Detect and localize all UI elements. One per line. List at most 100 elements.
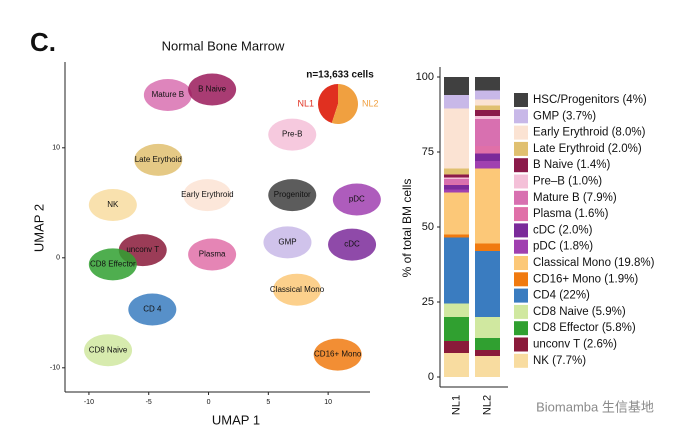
cluster-label: Pre-B [282, 130, 302, 139]
x-tick-label: -10 [84, 399, 94, 406]
legend-label: pDC (1.8%) [533, 241, 593, 253]
legend-swatch [514, 158, 528, 173]
bar-segment [444, 77, 469, 95]
legend-swatch [514, 109, 528, 124]
bar-segment [475, 168, 500, 244]
x-tick-label: -5 [146, 399, 152, 406]
cluster-label: CD 4 [143, 305, 162, 314]
bar-segment [444, 237, 469, 304]
bar-segment [475, 77, 500, 91]
cluster [268, 179, 317, 212]
bar-segment [444, 183, 469, 185]
legend-swatch [514, 190, 528, 205]
x-tick-label: 0 [207, 399, 211, 406]
bar-segment [475, 116, 500, 119]
scatter-title: Normal Bone Marrow [162, 38, 285, 53]
panel-label: C. [30, 27, 56, 57]
bar-segment [444, 341, 469, 353]
y-tick-label: 50 [422, 221, 434, 233]
bar-segment [444, 95, 469, 109]
legend-swatch [514, 207, 528, 222]
cluster [143, 79, 192, 111]
bar-segment [475, 243, 500, 251]
cluster [263, 226, 312, 259]
y-tick-label: -10 [50, 365, 60, 372]
pie-label: NL2 [362, 98, 379, 108]
bar-segment [444, 177, 469, 179]
bar-segment [444, 168, 469, 175]
y-tick-label: 0 [56, 255, 60, 262]
cluster [88, 248, 137, 281]
bar-segment [444, 317, 469, 341]
y-axis-title: UMAP 2 [31, 204, 46, 252]
y-tick-label: 10 [52, 145, 60, 152]
pie-title: n=13,633 cells [306, 70, 374, 81]
cluster [188, 73, 237, 106]
cluster [328, 228, 377, 261]
legend-label: Plasma (1.6%) [533, 208, 609, 220]
legend-label: GMP (3.7%) [533, 110, 596, 122]
legend-swatch [514, 272, 528, 287]
bar-segment [444, 174, 469, 178]
legend-label: Pre–B (1.0%) [533, 176, 602, 188]
legend-label: CD8 Effector (5.8%) [533, 322, 636, 334]
legend-label: Classical Mono (19.8%) [533, 257, 655, 269]
bar-segment [475, 356, 500, 377]
cluster [88, 189, 137, 221]
bar-segment [475, 110, 500, 116]
legend-swatch [514, 174, 528, 189]
cluster-label: Classical Mono [270, 285, 325, 294]
legend-label: CD8 Naive (5.9%) [533, 306, 626, 318]
bar-segment [444, 189, 469, 193]
watermark: Biomamba 生信基地 [536, 399, 654, 414]
bar-segment [475, 99, 500, 106]
cluster-label: Mature B [152, 90, 184, 99]
cluster-label: B Naive [198, 85, 227, 94]
bar-segment [444, 234, 469, 238]
legend-swatch [514, 239, 528, 254]
bar-segment [475, 317, 500, 338]
bar-y-axis-title: % of total BM cells [400, 179, 414, 278]
legend-label: CD4 (22%) [533, 290, 590, 302]
pie-label: NL1 [297, 98, 314, 108]
cluster-label: CD16+ Mono [314, 350, 362, 359]
bar-segment [444, 185, 469, 190]
legend-label: unconv T (2.6%) [533, 339, 617, 351]
legend-label: Early Erythroid (8.0%) [533, 127, 646, 139]
cluster-label: pDC [349, 195, 365, 204]
legend-swatch [514, 321, 528, 336]
bar-segment [444, 192, 469, 235]
legend-swatch [514, 353, 528, 368]
cluster [183, 179, 232, 212]
cluster-label: GMP [278, 238, 296, 247]
bar-segment [444, 179, 469, 184]
y-tick-label: 25 [422, 296, 434, 308]
pie-slice [317, 84, 338, 124]
legend-swatch [514, 304, 528, 319]
bar-segment [444, 303, 469, 317]
bar-segment [475, 90, 500, 100]
cluster-label: CD8 Naive [89, 345, 128, 354]
x-tick-label: 5 [266, 399, 270, 406]
legend-label: HSC/Progenitors (4%) [533, 94, 647, 106]
x-tick-label: NL1 [450, 395, 462, 415]
cluster [332, 183, 381, 216]
x-tick-label: NL2 [481, 395, 493, 415]
cluster-label: unconv T [126, 245, 159, 254]
legend-label: cDC (2.0%) [533, 224, 593, 236]
cluster [134, 143, 183, 176]
legend-label: NK (7.7%) [533, 355, 586, 367]
bar-segment [475, 105, 500, 110]
cluster [313, 338, 362, 371]
legend-swatch [514, 141, 528, 156]
bar-segment [475, 146, 500, 154]
cluster-label: CD8 Effector [90, 260, 136, 269]
bar-segment [444, 353, 469, 377]
cluster [268, 118, 317, 151]
pie-slice [331, 84, 358, 124]
legend-label: Late Erythroid (2.0%) [533, 143, 642, 155]
legend-swatch [514, 288, 528, 303]
bar-segment [475, 161, 500, 169]
legend-swatch [514, 93, 528, 107]
